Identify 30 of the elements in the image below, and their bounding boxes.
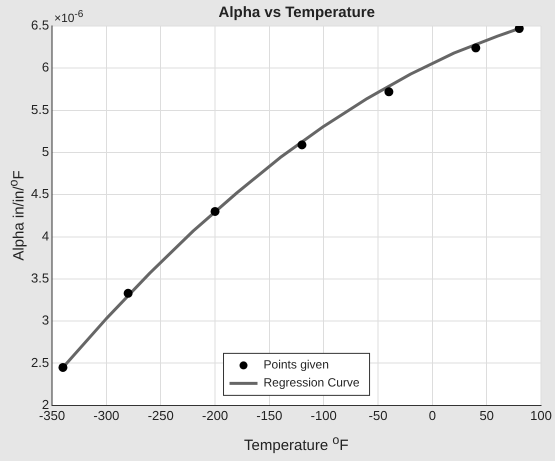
y-tick-label: 4 [42, 228, 50, 244]
point [514, 26, 524, 34]
text: ×10$^{-6}$ [54, 9, 84, 25]
y-tick-label: 4.5 [30, 186, 50, 202]
x-tick-label: -100 [310, 408, 337, 423]
y-tick-label: 5.5 [30, 102, 50, 117]
point [58, 362, 68, 372]
y-tick-label: 3.5 [30, 270, 50, 286]
x-axis-title: Temperature $^{o}$F [244, 433, 349, 454]
x-tick-label: 100 [530, 408, 552, 423]
point [124, 288, 133, 298]
point [210, 206, 220, 216]
legend-label: Points given [264, 358, 329, 372]
chart-title: Alpha vs Temperature [218, 4, 375, 21]
x-tick-label: 50 [479, 408, 494, 423]
x-tick-label: -200 [202, 408, 228, 423]
x-tick-label: 0 [428, 408, 436, 423]
point [297, 140, 306, 150]
x-tick-label: -50 [368, 408, 388, 423]
x-tick-label: -300 [93, 408, 120, 423]
x-tick-label: -150 [256, 408, 282, 423]
legend-label: Regression Curve [264, 376, 360, 390]
y-tick-label: 5 [42, 144, 50, 160]
x-tick-label: -250 [148, 408, 174, 423]
point [384, 87, 394, 96]
y-tick-label: 3 [42, 312, 50, 328]
y-tick-label: 2.5 [30, 354, 50, 370]
y-tick-label: 6.5 [30, 18, 50, 33]
y-tick-label: 6 [42, 60, 50, 75]
point [471, 43, 480, 52]
